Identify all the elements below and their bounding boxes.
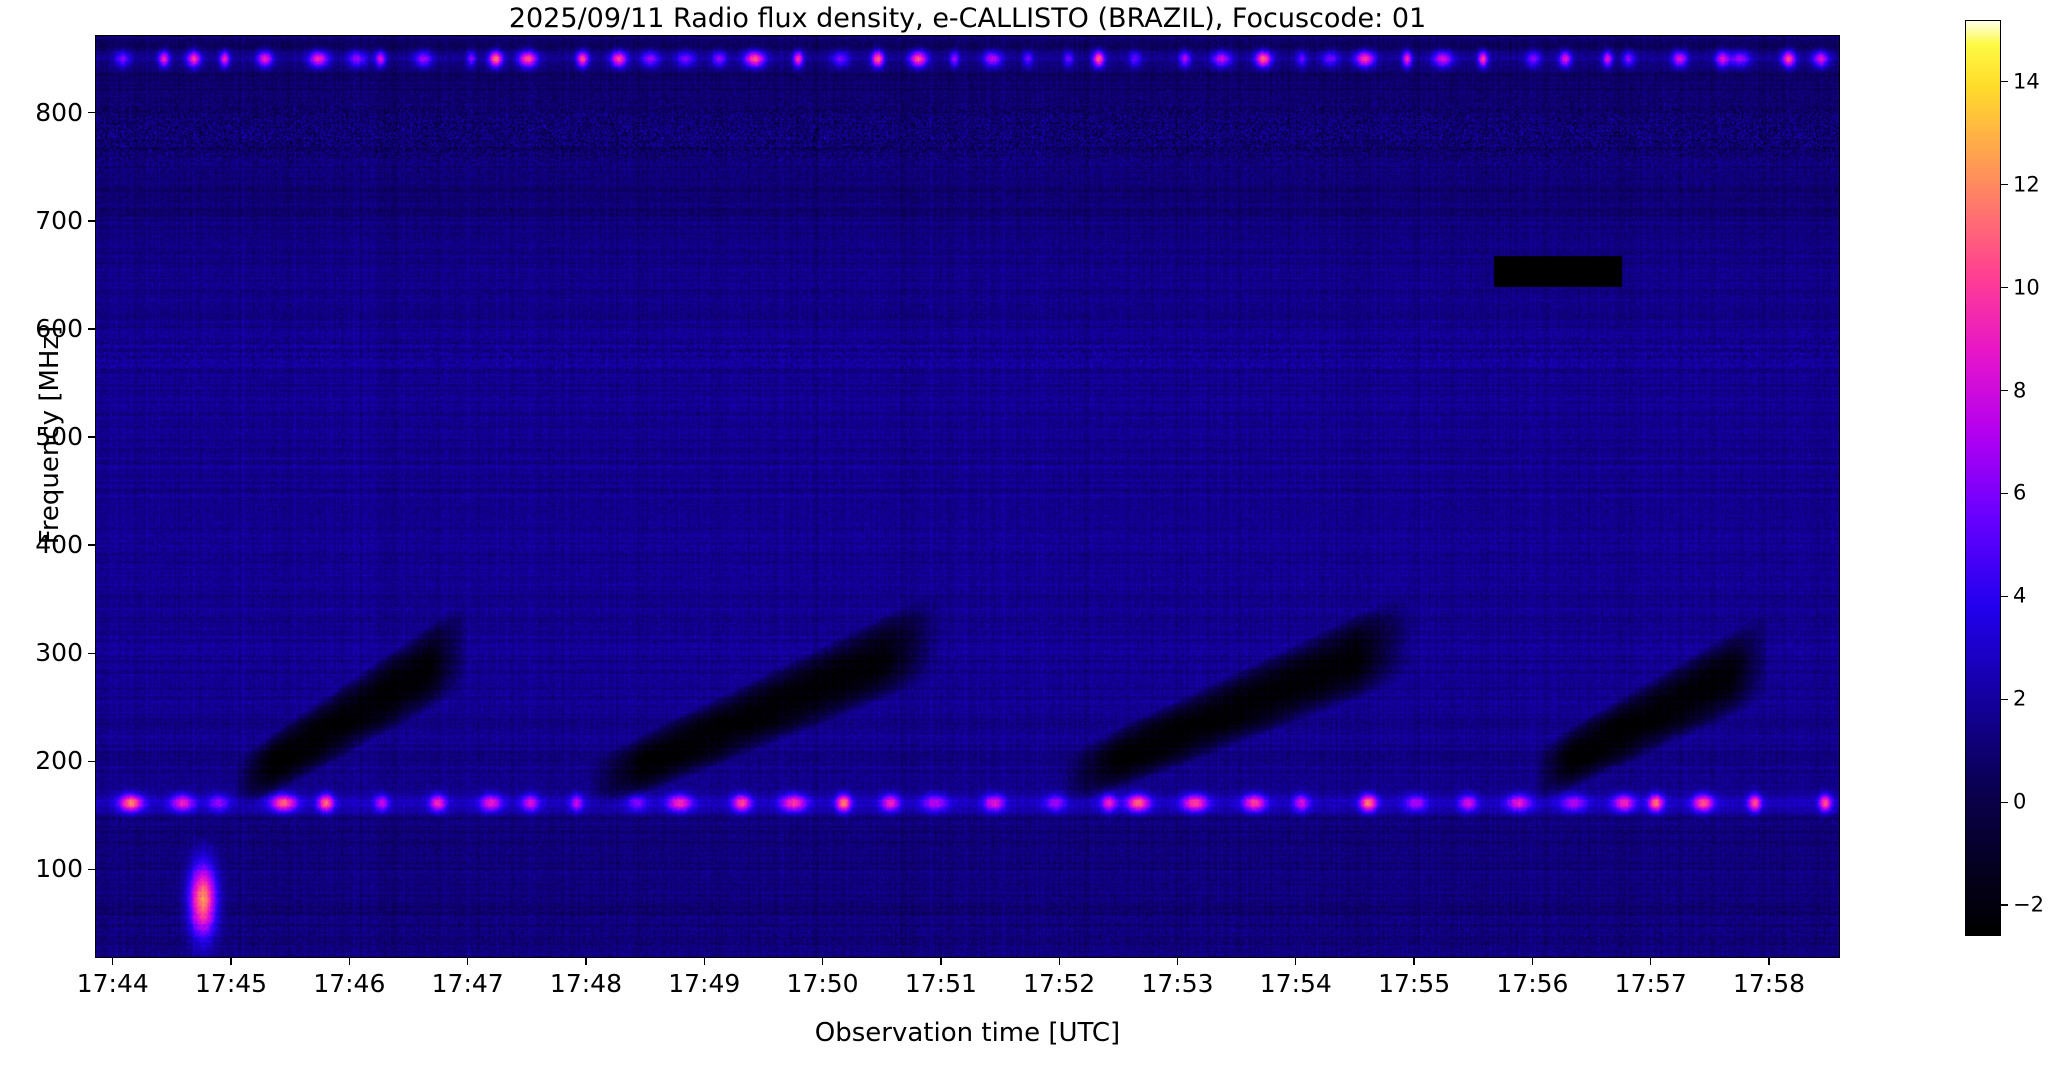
colorbar-tick-mark bbox=[2001, 698, 2008, 700]
x-tick-label: 17:58 bbox=[1732, 969, 1806, 998]
y-tick-label: 400 bbox=[35, 530, 83, 560]
x-tick-mark bbox=[940, 958, 942, 965]
y-tick-label: 600 bbox=[35, 313, 83, 343]
y-tick-label: 300 bbox=[35, 638, 83, 668]
x-tick-mark bbox=[230, 958, 232, 965]
spectrogram-image bbox=[96, 36, 1839, 957]
x-tick-label: 17:49 bbox=[668, 969, 741, 998]
y-tick-label: 200 bbox=[35, 746, 83, 776]
colorbar-tick-mark bbox=[2001, 184, 2008, 186]
x-tick-label: 17:50 bbox=[786, 969, 859, 998]
x-tick-mark bbox=[1413, 958, 1415, 965]
y-tick-label: 700 bbox=[35, 205, 83, 235]
x-tick-mark bbox=[703, 958, 705, 965]
y-tick-mark bbox=[88, 328, 95, 330]
colorbar-tick-label: 14 bbox=[2013, 69, 2040, 94]
x-tick-label: 17:45 bbox=[195, 969, 268, 998]
y-tick-label: 100 bbox=[35, 854, 83, 884]
colorbar-gradient bbox=[1966, 21, 2000, 935]
x-tick-label: 17:44 bbox=[76, 969, 149, 998]
y-tick-mark bbox=[88, 220, 95, 222]
x-tick-mark bbox=[467, 958, 469, 965]
colorbar bbox=[1965, 20, 2001, 936]
colorbar-tick-label: 6 bbox=[2013, 480, 2027, 505]
page-title: 2025/09/11 Radio flux density, e-CALLIST… bbox=[508, 3, 1427, 34]
y-tick-mark bbox=[88, 112, 95, 114]
colorbar-tick-mark bbox=[2001, 801, 2008, 803]
x-tick-mark bbox=[112, 958, 114, 965]
colorbar-tick-mark bbox=[2001, 81, 2008, 83]
y-axis-title: Frequency [MHz] bbox=[35, 325, 65, 545]
x-tick-label: 17:46 bbox=[313, 969, 386, 998]
x-tick-label: 17:54 bbox=[1259, 969, 1332, 998]
y-tick-mark bbox=[88, 544, 95, 546]
y-tick-mark bbox=[88, 868, 95, 871]
x-tick-label: 17:52 bbox=[1023, 969, 1096, 998]
x-tick-label: 17:51 bbox=[904, 969, 977, 998]
x-tick-mark bbox=[1768, 958, 1770, 965]
spectrogram-plot-area bbox=[95, 35, 1840, 958]
colorbar-tick-label: −2 bbox=[2013, 892, 2044, 917]
colorbar-tick-mark bbox=[2001, 492, 2008, 495]
colorbar-tick-mark bbox=[2001, 286, 2008, 289]
x-tick-label: 17:53 bbox=[1141, 969, 1214, 998]
x-tick-mark bbox=[1058, 958, 1060, 965]
colorbar-tick-mark bbox=[2001, 904, 2008, 906]
x-tick-label: 17:47 bbox=[431, 969, 504, 998]
x-tick-label: 17:55 bbox=[1378, 969, 1451, 998]
x-axis-title: Observation time [UTC] bbox=[814, 1018, 1121, 1048]
colorbar-tick-label: 0 bbox=[2013, 789, 2027, 814]
x-tick-mark bbox=[585, 958, 587, 965]
y-tick-label: 800 bbox=[35, 97, 83, 127]
x-tick-label: 17:57 bbox=[1614, 969, 1687, 998]
x-tick-mark bbox=[348, 958, 350, 965]
colorbar-tick-mark bbox=[2001, 595, 2008, 597]
x-tick-label: 17:56 bbox=[1496, 969, 1569, 998]
colorbar-tick-label: 8 bbox=[2013, 378, 2027, 403]
colorbar-tick-label: 10 bbox=[2013, 275, 2040, 300]
colorbar-tick-label: 2 bbox=[2013, 686, 2027, 711]
y-tick-mark bbox=[88, 436, 95, 438]
x-tick-mark bbox=[1531, 958, 1534, 965]
x-tick-mark bbox=[1176, 958, 1179, 965]
colorbar-tick-mark bbox=[2001, 389, 2008, 392]
y-tick-label: 500 bbox=[35, 422, 83, 452]
y-axis: 800 700 600 500 400 300 200 100 bbox=[0, 0, 95, 1067]
y-tick-mark bbox=[88, 760, 95, 762]
x-tick-label: 17:48 bbox=[549, 969, 622, 998]
x-axis: 17:44 17:45 17:46 17:47 17:48 17:49 17:50 17:51… bbox=[0, 958, 2066, 1018]
y-tick-mark bbox=[88, 652, 95, 654]
x-tick-mark bbox=[1650, 958, 1652, 965]
x-tick-mark bbox=[821, 958, 824, 965]
colorbar-tick-label: 12 bbox=[2013, 172, 2040, 197]
x-tick-mark bbox=[1295, 958, 1297, 965]
colorbar-tick-label: 4 bbox=[2013, 583, 2027, 608]
